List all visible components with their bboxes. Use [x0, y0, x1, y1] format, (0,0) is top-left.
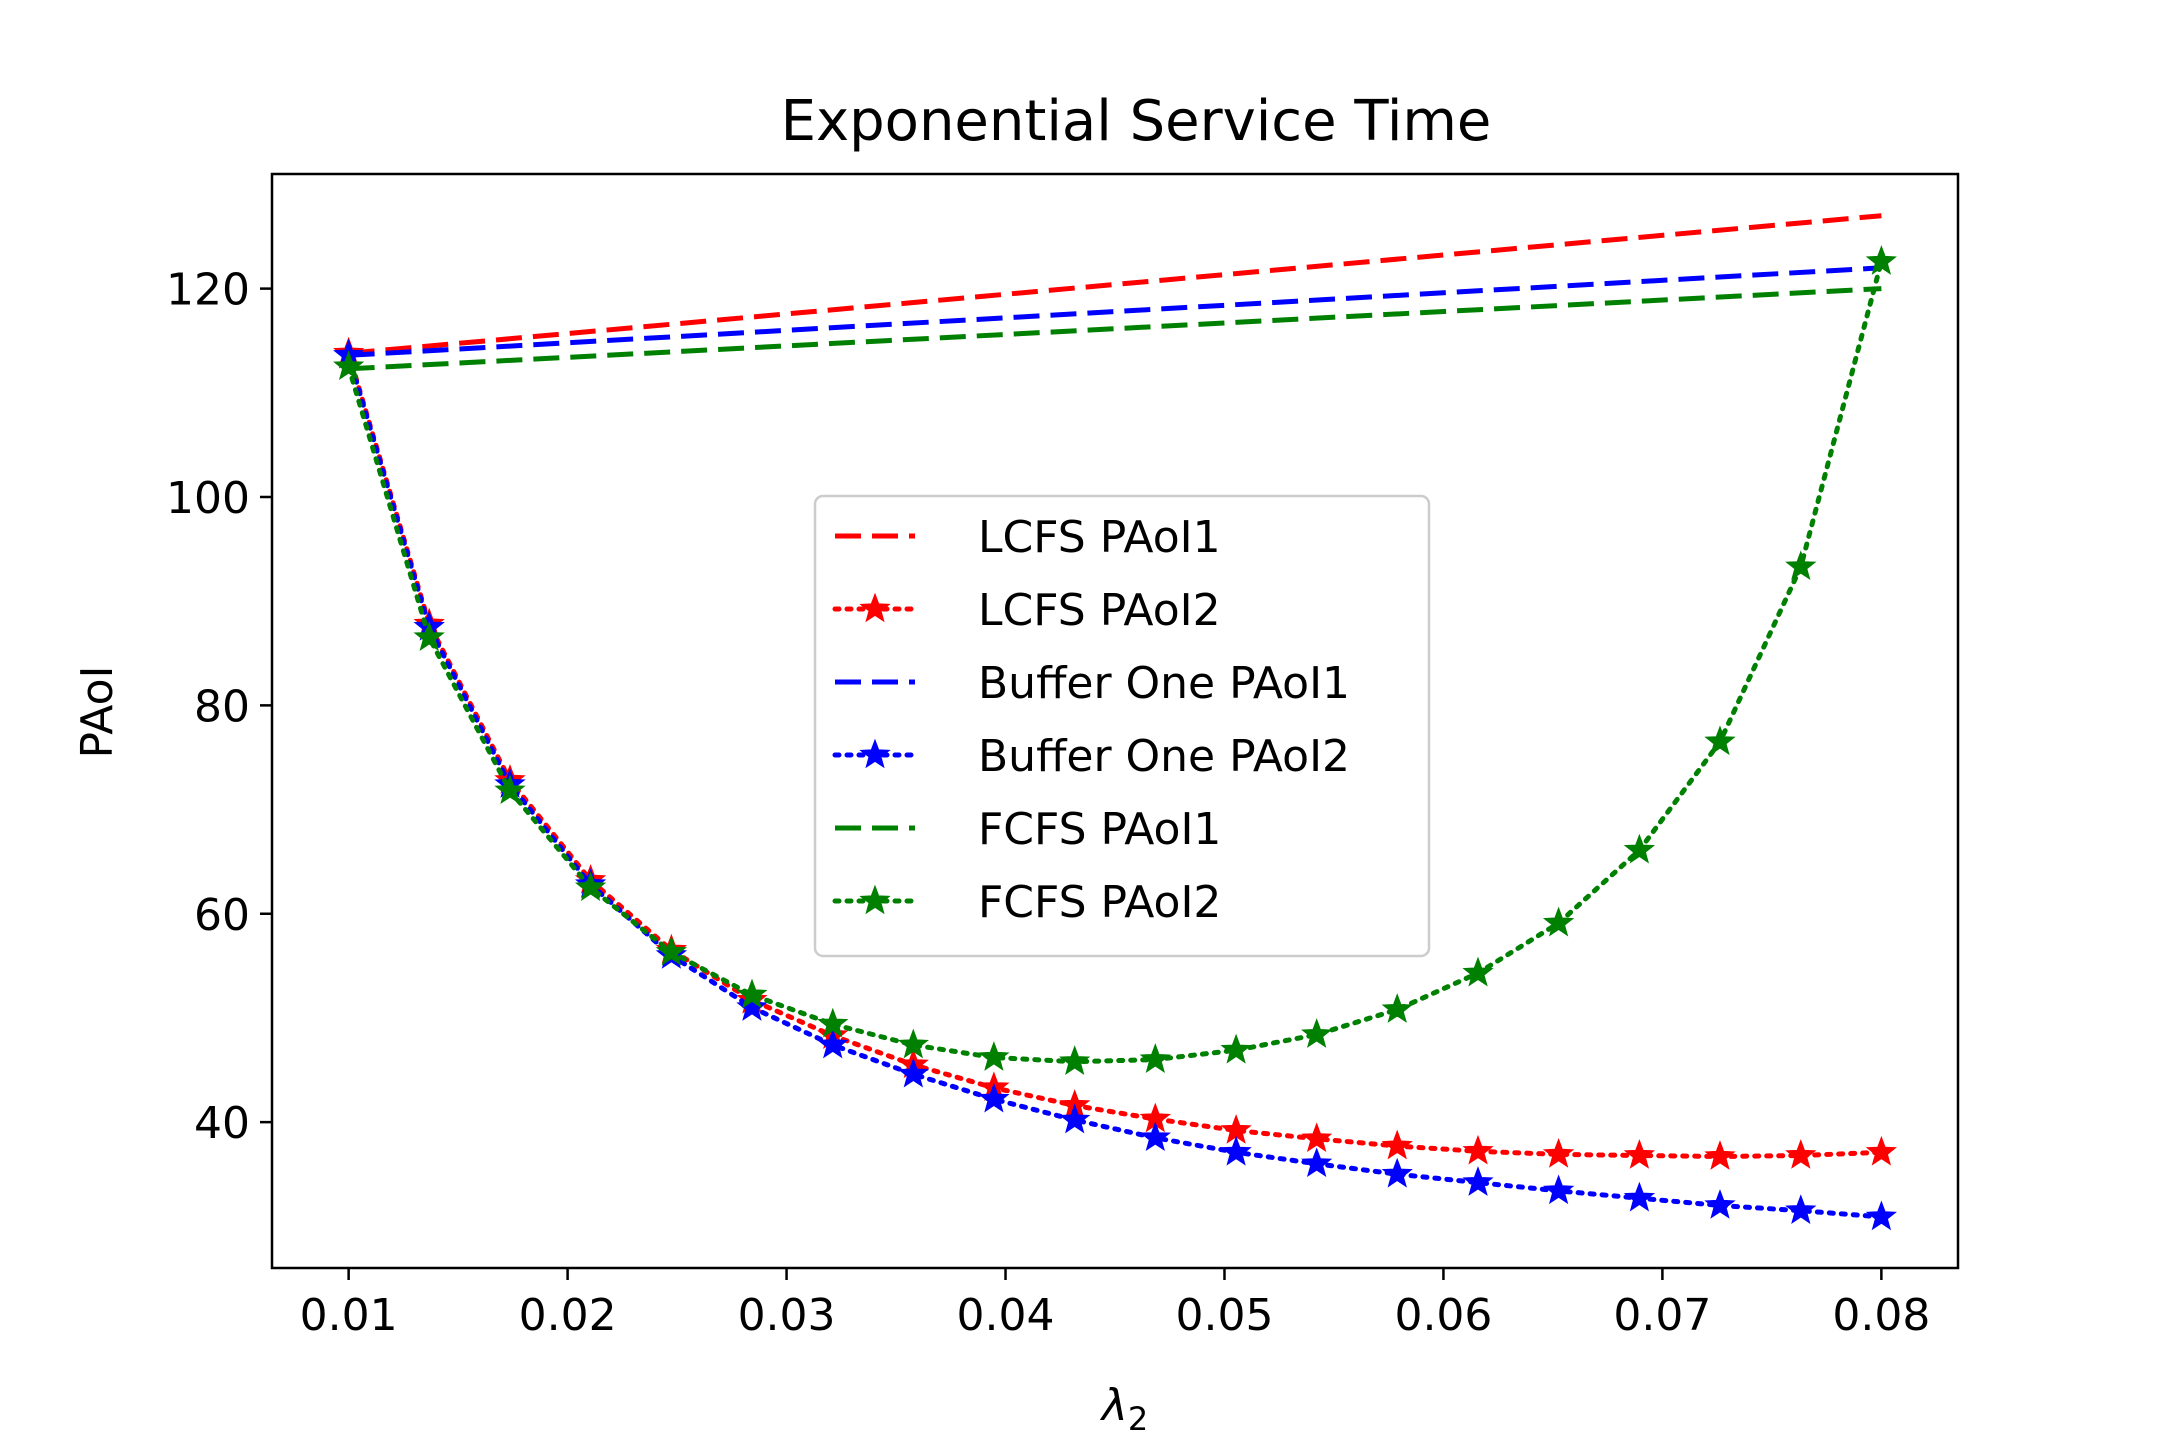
data-point	[817, 1028, 849, 1059]
legend-box	[813, 494, 1431, 958]
series-line	[346, 350, 1884, 1160]
data-point	[1865, 1200, 1897, 1231]
legend-item: FCFS PAoI2	[832, 877, 1221, 928]
series-line	[348, 265, 1882, 358]
legend-label: FCFS PAoI1	[978, 804, 1221, 855]
x-tick-label: 0.06	[1394, 1290, 1492, 1341]
data-point	[1542, 1174, 1575, 1205]
x-axis-label: λ2	[1100, 1380, 1148, 1438]
legend-label: FCFS PAoI2	[978, 877, 1221, 928]
series-fcfs-paoi2	[333, 245, 1897, 1075]
data-point	[978, 1082, 1010, 1113]
data-point	[1059, 1045, 1091, 1075]
x-tick-label: 0.01	[300, 1290, 398, 1341]
legend-label: Buffer One PAoI1	[978, 658, 1350, 709]
data-point	[1542, 906, 1575, 937]
data-point	[1623, 1139, 1656, 1169]
data-point	[1220, 1135, 1252, 1166]
x-tick-label: 0.02	[519, 1290, 617, 1341]
data-point	[1462, 1134, 1494, 1165]
series-line	[346, 259, 1884, 1065]
data-point	[1542, 1137, 1575, 1168]
data-point	[897, 1028, 929, 1059]
data-point	[736, 991, 768, 1021]
data-point	[1462, 1166, 1494, 1196]
data-point	[655, 935, 688, 966]
legend-item: Buffer One PAoI1	[835, 658, 1350, 709]
data-point	[1220, 1033, 1252, 1064]
data-point	[1381, 1129, 1413, 1160]
y-tick-label: 120	[166, 265, 250, 316]
data-point	[1381, 993, 1413, 1023]
data-point	[1704, 725, 1736, 756]
legend-marker	[859, 592, 891, 623]
axes-frame	[270, 172, 1960, 1270]
y-tick-label: 80	[194, 681, 250, 732]
y-tick-label: 60	[194, 890, 250, 941]
data-point	[333, 350, 365, 381]
plot-area	[333, 213, 1897, 1231]
series-line	[348, 213, 1882, 356]
chart-title: Exponential Service Time	[781, 89, 1492, 154]
data-point	[1704, 1189, 1736, 1219]
data-point	[1785, 1194, 1817, 1224]
legend-item: LCFS PAoI2	[832, 585, 1221, 636]
data-point	[1785, 1139, 1817, 1169]
data-point	[1059, 1103, 1091, 1134]
series-line	[348, 286, 1882, 372]
y-tick-label: 40	[194, 1098, 250, 1149]
legend-item: Buffer One PAoI2	[832, 731, 1350, 782]
data-point	[736, 978, 768, 1009]
data-point	[978, 1041, 1010, 1071]
x-tick-label: 0.07	[1613, 1290, 1711, 1341]
legend-label: LCFS PAoI2	[978, 585, 1221, 636]
data-point	[1381, 1157, 1413, 1188]
data-point	[1139, 1121, 1171, 1152]
y-axis-label: PAoI	[72, 666, 123, 759]
x-axis: 0.01 0.02 0.03 0.04 0.05 0.06 0.07 0.08	[300, 1268, 1930, 1341]
series-line	[346, 352, 1884, 1220]
data-point	[1785, 550, 1817, 581]
x-axis-label-main: λ	[1100, 1380, 1128, 1431]
x-axis-label-subscript: 2	[1128, 1400, 1148, 1438]
series-fcfs-paoi1	[348, 286, 1882, 372]
data-point	[1865, 1135, 1897, 1166]
data-point	[897, 1057, 929, 1088]
data-point	[1462, 956, 1494, 987]
data-point	[413, 621, 445, 651]
data-point	[1623, 1181, 1656, 1212]
legend-marker	[859, 738, 891, 769]
y-axis: 40 60 80 100 120	[166, 265, 272, 1149]
legend-label: Buffer One PAoI2	[978, 731, 1350, 782]
data-point	[1301, 1122, 1333, 1153]
x-tick-label: 0.05	[1175, 1290, 1273, 1341]
data-point	[1139, 1043, 1171, 1073]
data-point	[1301, 1147, 1333, 1178]
series-buffer-one-paoi1	[348, 265, 1882, 358]
y-tick-label: 100	[166, 473, 250, 524]
legend-label: LCFS PAoI1	[978, 512, 1221, 563]
legend-item: FCFS PAoI1	[835, 804, 1221, 855]
data-point	[494, 774, 526, 805]
data-point	[1704, 1140, 1736, 1170]
legend: LCFS PAoI1 LCFS PAoI2 Buffer One PAoI1 Buff…	[813, 494, 1431, 958]
x-tick-label: 0.04	[957, 1290, 1055, 1341]
x-tick-label: 0.03	[738, 1290, 836, 1341]
data-point	[1301, 1018, 1333, 1048]
data-point	[1865, 245, 1897, 275]
x-tick-label: 0.08	[1832, 1290, 1930, 1341]
data-point	[817, 1007, 849, 1038]
data-point	[574, 871, 607, 901]
legend-marker	[859, 884, 891, 915]
series-lcfs-paoi1	[348, 213, 1882, 356]
data-point	[1623, 833, 1656, 864]
legend-item: LCFS PAoI1	[835, 512, 1221, 563]
